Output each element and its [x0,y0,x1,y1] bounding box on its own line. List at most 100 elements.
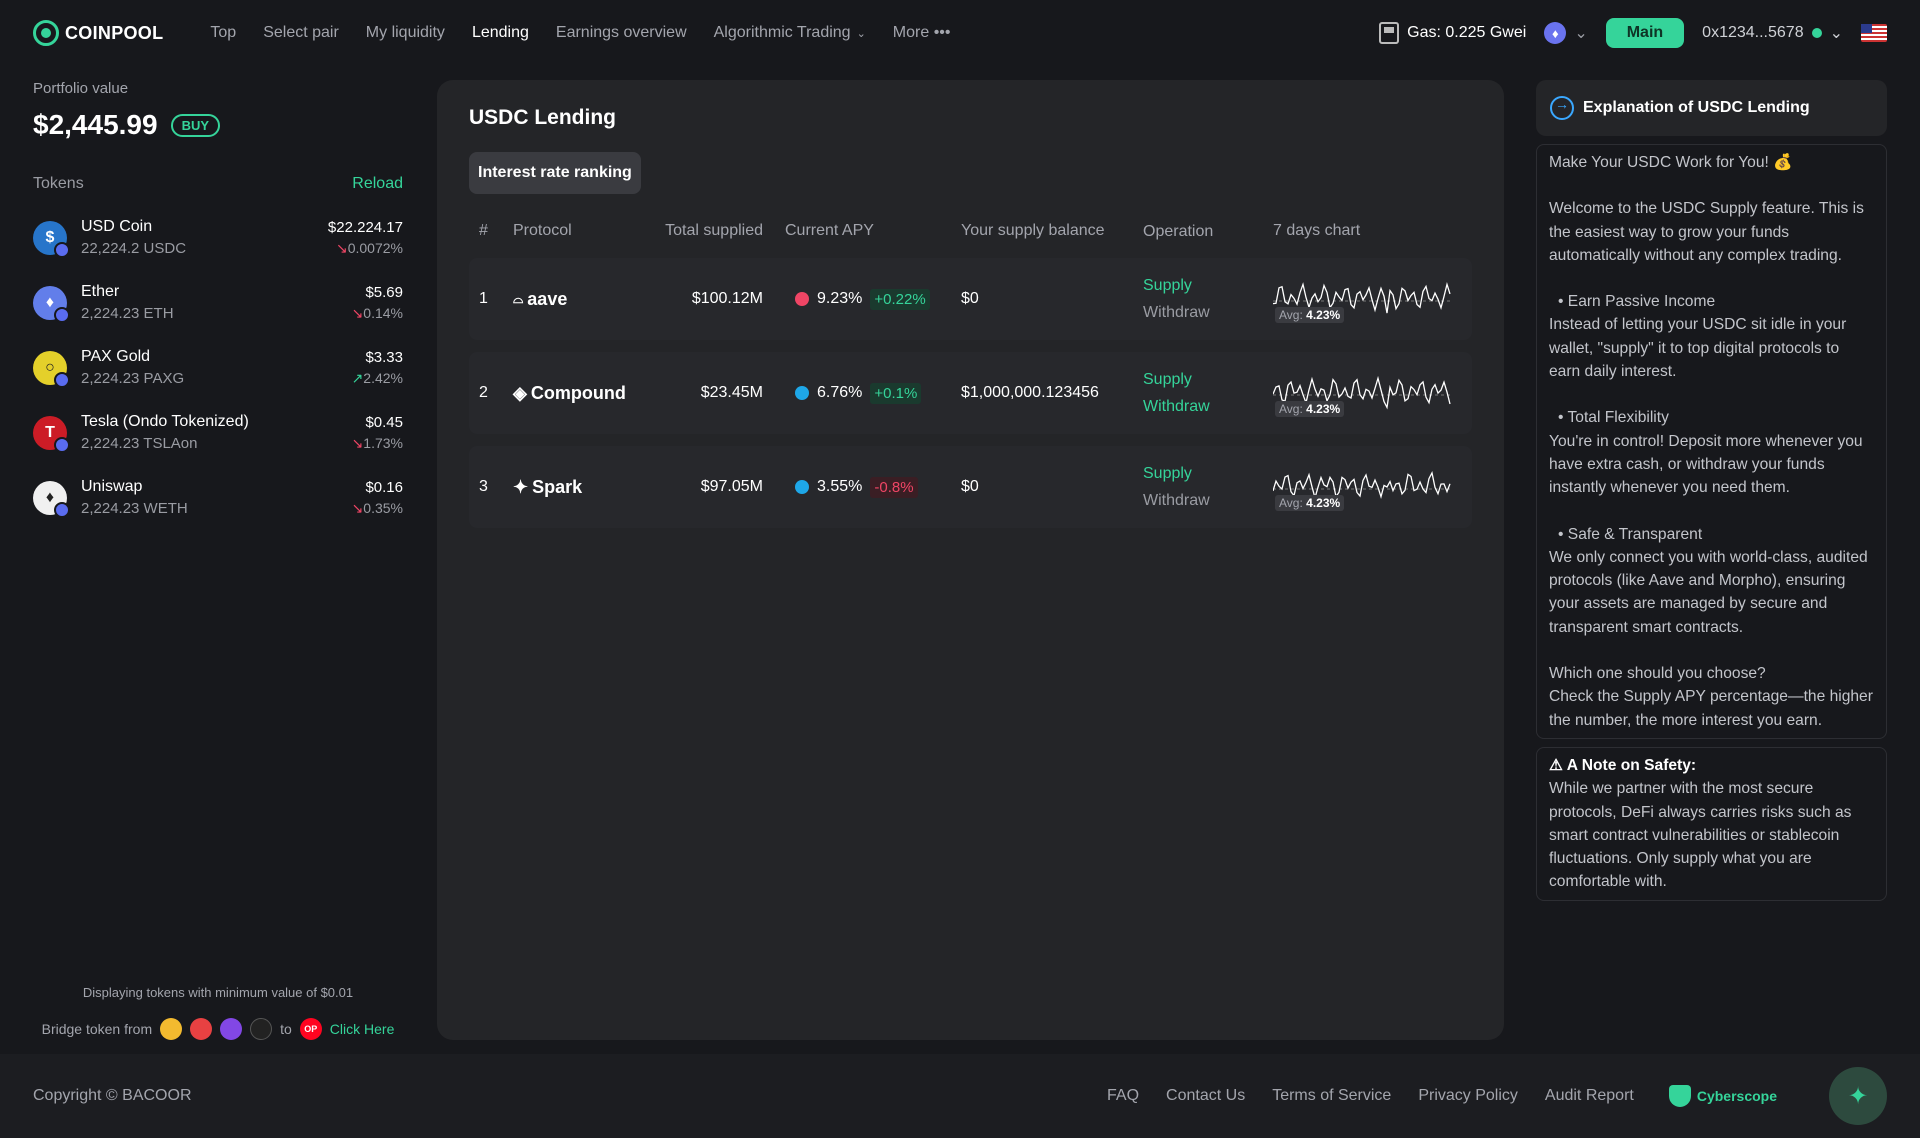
row-rank: 1 [479,290,488,307]
withdraw-button[interactable]: Withdraw [1143,492,1210,509]
token-row[interactable]: $ USD Coin 22,224.2 USDC $22.224.17 ↘0.0072% [33,205,403,270]
coinpool-logo-icon [33,20,59,46]
network-selector[interactable]: ♦ ⌄ [1544,22,1588,44]
brand-logo[interactable]: COINPOOL [33,20,163,46]
operation-cell: Supply Withdraw [1143,272,1273,326]
portfolio-sidebar: Portfolio value $2,445.99 BUY Tokens Rel… [33,80,403,1040]
token-name: USD Coin [81,218,153,235]
footer-link-privacy[interactable]: Privacy Policy [1418,1087,1518,1104]
total-supplied: $23.45M [700,384,763,401]
withdraw-button[interactable]: Withdraw [1143,398,1210,415]
avalanche-icon[interactable] [190,1018,213,1040]
connected-status-dot [1811,28,1822,38]
supply-button[interactable]: Supply [1143,371,1192,388]
nav-my-liquidity[interactable]: My liquidity [365,24,445,41]
explanation-bullet-1: • Earn Passive Income Instead of letting … [1549,290,1874,383]
average-apy-label: Avg: 4.23% [1275,401,1345,417]
chevron-down-icon: ⌄ [1574,25,1588,42]
trend-arrow-icon: ↘ [351,304,364,321]
bullet-title: • Safe & Transparent [1558,525,1703,543]
cyberscope-shield-icon [1668,1085,1691,1107]
cyberscope-badge[interactable]: Cyberscope [1668,1085,1777,1107]
nav-algorithmic-trading[interactable]: Algorithmic Trading ⌄ [714,24,866,42]
lending-table-body: 1 ⌓ aave $100.12M 9.23% +0.22% $0 Supply Withdra… [469,258,1472,528]
bullet-title: • Earn Passive Income [1558,293,1716,311]
choose-title: Which one should you choose? [1549,665,1766,683]
reload-button[interactable]: Reload [352,175,403,192]
nav-select-pair[interactable]: Select pair [263,24,339,41]
more-dots-icon: ••• [933,24,951,41]
token-row[interactable]: ○ PAX Gold 2,224.23 PAXG $3.33 ↗2.42% [33,335,403,400]
solana-icon[interactable] [250,1018,273,1040]
col-operation: Operation [1143,222,1214,240]
footer-link-contact[interactable]: Contact Us [1166,1087,1246,1104]
avg-label: Avg: [1279,402,1303,416]
copyright: Copyright © BACOOR [33,1087,192,1104]
nav-lending[interactable]: Lending [471,24,529,41]
polygon-icon[interactable] [220,1018,243,1040]
bullet-text: Instead of letting your USDC sit idle in… [1549,316,1847,381]
main-network-button[interactable]: Main [1605,18,1685,48]
token-row[interactable]: ♦ Uniswap 2,224.23 WETH $0.16 ↘0.35% [33,465,403,530]
col-rank: # [479,222,488,239]
token-row[interactable]: T Tesla (Ondo Tokenized) 2,224.23 TSLAon $0… [33,400,403,465]
nav-earnings-overview[interactable]: Earnings overview [555,24,687,41]
wallet-address-dropdown[interactable]: 0x1234...5678 ⌄ [1702,23,1843,43]
col-protocol: Protocol [513,222,572,239]
withdraw-button[interactable]: Withdraw [1143,304,1210,321]
spark-icon: ✦ [513,476,529,497]
explanation-choose: Which one should you choose? Check the Su… [1549,662,1874,732]
supply-button[interactable]: Supply [1143,277,1192,294]
table-header: # Protocol Total supplied Current APY Yo… [469,216,1472,246]
token-price: $0.45 [365,413,403,431]
total-supplied: $97.05M [700,478,763,495]
chat-support-icon[interactable]: ✦ [1829,1067,1887,1125]
table-row: 3 ✦ Spark $97.05M 3.55% -0.8% $0 Supply Withdraw… [469,446,1472,528]
tab-interest-rate-ranking[interactable]: Interest rate ranking [469,152,641,194]
supply-balance: $0 [961,290,979,307]
footer-link-audit[interactable]: Audit Report [1544,1087,1634,1104]
avg-label: Avg: [1279,496,1303,510]
seven-day-sparkline: Avg: 4.23% [1273,277,1453,323]
footer-link-terms[interactable]: Terms of Service [1272,1087,1392,1104]
current-apy: 6.76% [817,384,863,401]
apy-change-badge: -0.8% [870,476,918,498]
current-apy: 9.23% [817,290,863,307]
safety-note: ⚠ A Note on Safety: While we partner wit… [1536,746,1887,901]
nav-top[interactable]: Top [210,24,237,41]
total-supplied: $100.12M [691,290,763,307]
token-list: $ USD Coin 22,224.2 USDC $22.224.17 ↘0.0072%… [33,205,403,530]
sparkline-svg [1273,375,1453,410]
protocol-name: Compound [530,382,626,403]
col-supply-balance: Your supply balance [961,222,1105,239]
protocol-logo[interactable]: ⌓ aave [513,289,643,310]
buy-button[interactable]: BUY [170,113,221,137]
sparkline-path [1273,375,1451,410]
footer-link-faq[interactable]: FAQ [1107,1087,1140,1104]
nav-more[interactable]: More ••• [893,24,951,42]
token-name: Tesla (Ondo Tokenized) [81,413,249,430]
optimism-icon: OP [299,1018,322,1040]
protocol-logo[interactable]: ◈ Compound [513,383,643,404]
sparkline-path [1273,470,1451,501]
avg-value: 4.23% [1306,308,1341,322]
trend-arrow-icon: ↘ [335,239,348,256]
min-value-note: Displaying tokens with minimum value of … [82,985,354,1000]
average-apy-label: Avg: 4.23% [1275,495,1345,511]
token-row[interactable]: ♦ Ether 2,224.23 ETH $5.69 ↘0.14% [33,270,403,335]
current-apy: 3.55% [817,478,863,495]
token-icon: $ [33,220,70,258]
protocol-logo[interactable]: ✦ Spark [513,477,643,498]
bridge-row: Bridge token from to OP Click Here [33,1018,403,1040]
bnb-chain-icon[interactable] [160,1018,183,1040]
supply-button[interactable]: Supply [1143,465,1192,482]
aave-ghost-icon: ⌓ [513,291,524,306]
sparkline-svg [1273,282,1453,314]
trend-arrow-icon: ↘ [351,499,364,516]
seven-day-sparkline: Avg: 4.23% [1273,371,1453,417]
bridge-click-here-link[interactable]: Click Here [329,1021,395,1037]
top-navbar: COINPOOL Top Select pair My liquidity Le… [0,0,1920,66]
col-7-days-chart: 7 days chart [1273,222,1361,239]
apy-status-dot [795,480,809,494]
us-flag-icon[interactable] [1861,24,1887,42]
